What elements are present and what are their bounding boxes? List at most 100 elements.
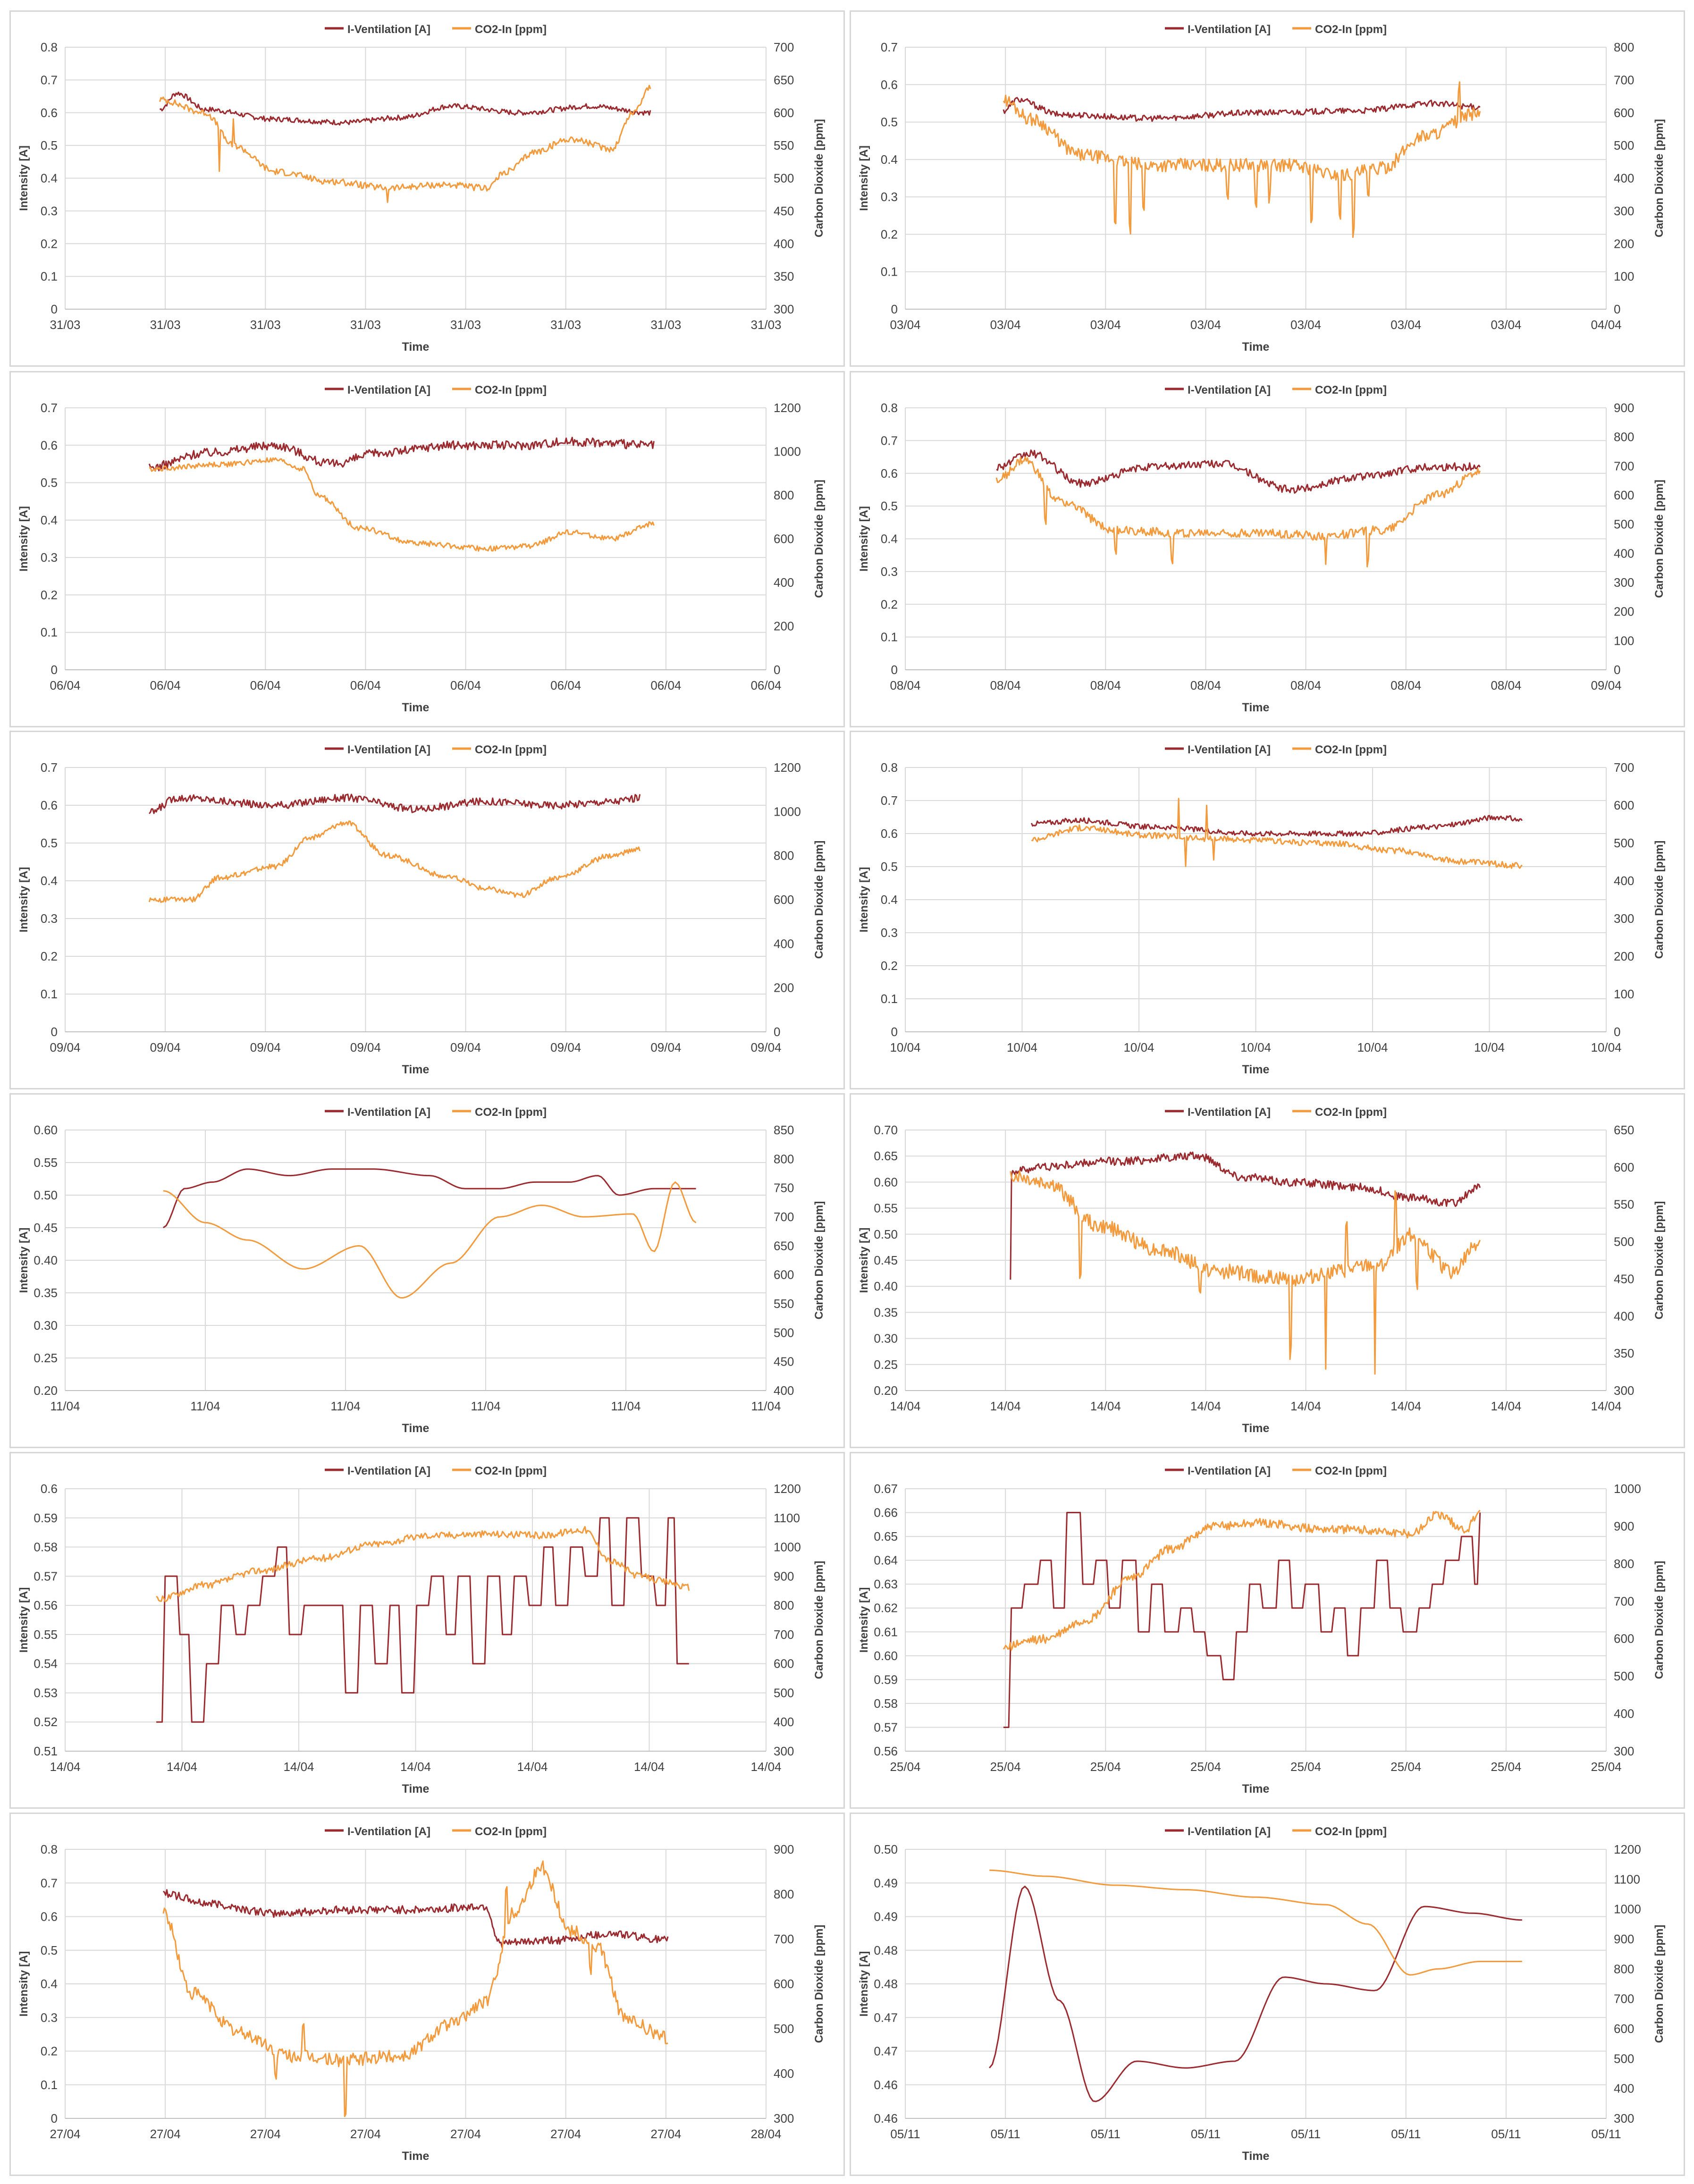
- y-left-tick-label: 0.35: [874, 1305, 898, 1319]
- x-tick-label: 25/04: [1290, 1760, 1321, 1774]
- x-tick-label: 09/04: [550, 1040, 581, 1054]
- y-right-tick-label: 200: [774, 981, 794, 995]
- y-right-axis-title: Carbon Dioxide [ppm]: [1653, 1925, 1666, 2043]
- y-right-tick-label: 300: [1614, 204, 1634, 218]
- y-left-tick-label: 0.1: [41, 625, 58, 640]
- y-left-tick-label: 0.54: [34, 1657, 58, 1671]
- y-right-tick-label: 800: [774, 1152, 794, 1166]
- y-left-tick-label: 0.7: [41, 1876, 58, 1890]
- y-left-tick-label: 0.4: [881, 532, 898, 546]
- x-tick-label: 31/03: [250, 318, 281, 332]
- y-right-tick-label: 400: [774, 1383, 794, 1398]
- y-right-tick-label: 1000: [774, 804, 801, 818]
- y-right-tick-label: 750: [774, 1181, 794, 1195]
- legend-label-co2: CO2-In [ppm]: [475, 1825, 547, 1838]
- y-right-tick-label: 600: [1614, 1160, 1634, 1174]
- y-left-tick-label: 0.20: [34, 1383, 58, 1398]
- y-left-tick-label: 0.7: [881, 793, 898, 808]
- legend-label-current: I-Ventilation [A]: [1188, 1106, 1271, 1119]
- x-tick-label: 10/04: [1357, 1040, 1388, 1054]
- y-left-tick-label: 0.57: [34, 1569, 58, 1583]
- series-line-current: [148, 437, 655, 472]
- y-left-tick-label: 0.3: [41, 2010, 58, 2024]
- x-axis-title: Time: [402, 701, 430, 714]
- x-tick-label: 14/04: [517, 1760, 548, 1774]
- y-right-tick-label: 650: [774, 73, 794, 87]
- x-tick-label: 08/04: [1290, 678, 1321, 692]
- chart-panel-12: I-Ventilation [A] CO2-In [ppm] 0.46 0.46 0.4…: [850, 1813, 1685, 2176]
- chart-svg: I-Ventilation [A] CO2-In [ppm] 0.56 0.57 0.5…: [858, 1465, 1666, 1796]
- y-left-tick-label: 0.6: [41, 106, 58, 120]
- legend: I-Ventilation [A] CO2-In [ppm]: [1165, 1465, 1387, 1477]
- series-line-co2: [159, 84, 651, 203]
- y-right-tick-label: 1100: [1614, 1872, 1640, 1886]
- y-left-tick-label: 0.67: [874, 1482, 898, 1496]
- y-right-tick-label: 500: [774, 171, 794, 186]
- y-right-tick-label: 500: [1614, 1669, 1634, 1683]
- x-tick-label: 25/04: [1391, 1760, 1421, 1774]
- legend-label-current: I-Ventilation [A]: [1188, 1825, 1271, 1838]
- y-left-tick-label: 0.5: [881, 115, 898, 129]
- y-right-tick-label: 100: [1614, 270, 1634, 284]
- legend-label-co2: CO2-In [ppm]: [475, 384, 547, 396]
- y-right-tick-label: 600: [774, 1657, 794, 1671]
- legend-label-current: I-Ventilation [A]: [1188, 23, 1271, 36]
- series-line-current: [1010, 1151, 1481, 1280]
- y-right-tick-label: 500: [1614, 2051, 1634, 2066]
- x-tick-label: 14/04: [283, 1760, 314, 1774]
- x-axis-title: Time: [1242, 1063, 1270, 1076]
- x-tick-label: 14/04: [400, 1760, 431, 1774]
- series-line-co2: [162, 1860, 668, 2117]
- y-left-tick-label: 0.56: [874, 1744, 898, 1758]
- y-right-tick-label: 900: [774, 1842, 794, 1856]
- y-left-tick-label: 0.6: [881, 77, 898, 92]
- x-tick-label: 08/04: [1391, 678, 1421, 692]
- y-right-tick-label: 400: [1614, 2082, 1634, 2096]
- y-right-tick-label: 0: [1614, 1025, 1620, 1039]
- x-tick-label: 11/04: [751, 1399, 781, 1413]
- x-tick-label: 25/04: [1090, 1760, 1121, 1774]
- series-line-current: [159, 91, 651, 126]
- y-right-tick-label: 700: [774, 40, 794, 54]
- chart-svg: I-Ventilation [A] CO2-In [ppm] 0 0.1 0.2 0.3 0…: [858, 384, 1666, 714]
- x-axis-title: Time: [402, 1782, 430, 1796]
- y-left-tick-label: 0.6: [41, 1910, 58, 1924]
- y-left-tick-label: 0.4: [41, 513, 58, 527]
- y-left-tick-label: 0.48: [874, 1943, 898, 1957]
- y-right-tick-label: 700: [1614, 760, 1634, 775]
- y-left-tick-label: 0.7: [881, 40, 898, 54]
- x-tick-label: 14/04: [50, 1760, 80, 1774]
- y-right-tick-label: 500: [774, 2022, 794, 2036]
- y-right-tick-label: 400: [1614, 1707, 1634, 1721]
- y-left-tick-label: 0.2: [881, 959, 898, 973]
- y-right-tick-label: 1200: [774, 760, 801, 775]
- x-tick-label: 09/04: [350, 1040, 381, 1054]
- y-right-tick-label: 700: [1614, 1594, 1634, 1608]
- x-tick-label: 09/04: [650, 1040, 681, 1054]
- series-line-co2: [1010, 1170, 1481, 1375]
- y-right-axis-title: Carbon Dioxide [ppm]: [1653, 1561, 1666, 1679]
- y-left-tick-label: 0.46: [874, 2078, 898, 2092]
- x-tick-label: 05/11: [1091, 2127, 1121, 2141]
- chart-panel-5: I-Ventilation [A] CO2-In [ppm] 0 0.1 0.2 0.3 0…: [9, 731, 845, 1089]
- y-right-axis-title: Carbon Dioxide [ppm]: [1653, 841, 1666, 959]
- y-left-tick-label: 0: [51, 2111, 58, 2125]
- y-left-tick-label: 0.55: [874, 1201, 898, 1215]
- y-left-tick-label: 0.5: [881, 860, 898, 874]
- y-left-tick-label: 0.61: [874, 1625, 898, 1639]
- x-tick-label: 14/04: [750, 1760, 781, 1774]
- y-right-axis-title: Carbon Dioxide [ppm]: [1653, 119, 1666, 237]
- y-right-tick-label: 450: [774, 1355, 794, 1369]
- chart-svg: I-Ventilation [A] CO2-In [ppm] 0 0.1 0.2 0.3 0…: [17, 1825, 826, 2163]
- y-right-tick-label: 1200: [1614, 1842, 1641, 1856]
- series-line-co2: [156, 1526, 690, 1602]
- y-left-tick-label: 0.49: [874, 1876, 898, 1890]
- legend-label-co2: CO2-In [ppm]: [475, 1106, 547, 1119]
- x-tick-label: 09/04: [50, 1040, 80, 1054]
- x-tick-label: 05/11: [1391, 2127, 1421, 2141]
- x-tick-label: 10/04: [1591, 1040, 1621, 1054]
- x-tick-label: 14/04: [1591, 1399, 1621, 1413]
- y-left-tick-label: 0.5: [41, 1943, 58, 1957]
- chart-panel-6: I-Ventilation [A] CO2-In [ppm] 0 0.1 0.2 0.3 0…: [850, 731, 1685, 1089]
- y-right-tick-label: 600: [1614, 798, 1634, 812]
